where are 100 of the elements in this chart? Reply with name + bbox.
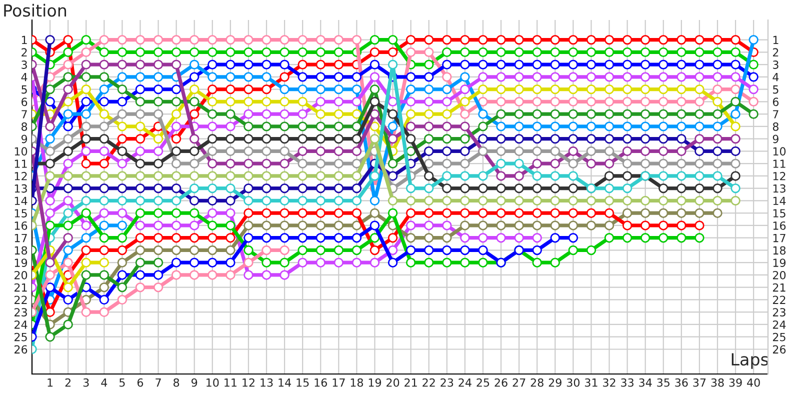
point [496,220,506,230]
point [262,34,272,45]
point [262,84,272,94]
point [460,183,470,194]
point [586,208,596,218]
point [568,146,578,156]
point [568,232,578,243]
x-tick-label: 13 [260,378,273,387]
point [586,109,596,119]
point [640,72,650,82]
y-tick-label: 1 [22,36,27,44]
x-tick-label: 3 [83,378,89,387]
point [45,258,55,268]
point [280,208,290,218]
point [244,208,254,218]
x-tick-label: 12 [242,378,254,387]
point [99,34,110,45]
point [316,122,326,132]
point [298,220,308,230]
point [81,183,91,194]
point [676,220,686,230]
point [117,47,128,58]
point [658,122,668,132]
point [316,34,326,45]
point [514,72,524,82]
point [730,47,740,58]
point [171,47,182,58]
point [604,34,614,45]
point [81,220,91,230]
point [406,232,416,243]
x-tick-label: 18 [350,378,364,387]
point [171,245,182,256]
point [622,196,632,206]
point [171,183,182,194]
point [45,158,55,168]
point [694,122,704,132]
point [568,134,578,144]
point [153,158,164,168]
point [442,34,452,45]
point [442,258,452,268]
point [171,34,182,45]
point [262,258,272,268]
point [676,60,686,70]
point [226,196,236,206]
point [63,258,73,268]
point [568,96,578,107]
point [568,60,578,70]
point [171,232,182,243]
point [406,122,416,132]
point [658,72,668,82]
point [640,232,650,243]
point [298,245,308,256]
point [316,60,326,70]
point [604,158,614,168]
point [496,47,506,58]
y2-tick-label: 1 [773,36,778,44]
point [189,47,200,58]
point [550,196,560,206]
point [45,282,55,292]
point [586,134,596,144]
point [694,171,704,181]
point [99,47,110,58]
point [244,146,254,156]
point [658,146,668,156]
point [153,232,164,243]
point [748,72,758,82]
point [171,60,182,70]
y-tick-label: 4 [21,73,28,82]
point [45,84,55,94]
point [226,258,236,268]
point [496,146,506,156]
point [694,109,704,119]
point [135,208,146,218]
y2-tick-label: 15 [773,209,786,218]
point [622,109,632,119]
y-tick-label: 24 [14,320,28,329]
point [424,171,434,181]
point [280,34,290,45]
point [496,34,506,45]
point [262,232,272,243]
point [622,122,632,132]
point [334,109,344,119]
point [244,258,254,268]
point [262,60,272,70]
point [658,96,668,107]
point [478,220,488,230]
point [568,34,578,45]
point [81,146,91,156]
point [262,183,272,194]
point [694,72,704,82]
point [478,232,488,243]
point [63,109,73,119]
point [226,158,236,168]
point [622,47,632,58]
point [244,232,254,243]
point [370,60,380,70]
point [334,220,344,230]
point [424,134,434,144]
x-tick-label: 29 [548,378,562,387]
point [189,60,200,70]
